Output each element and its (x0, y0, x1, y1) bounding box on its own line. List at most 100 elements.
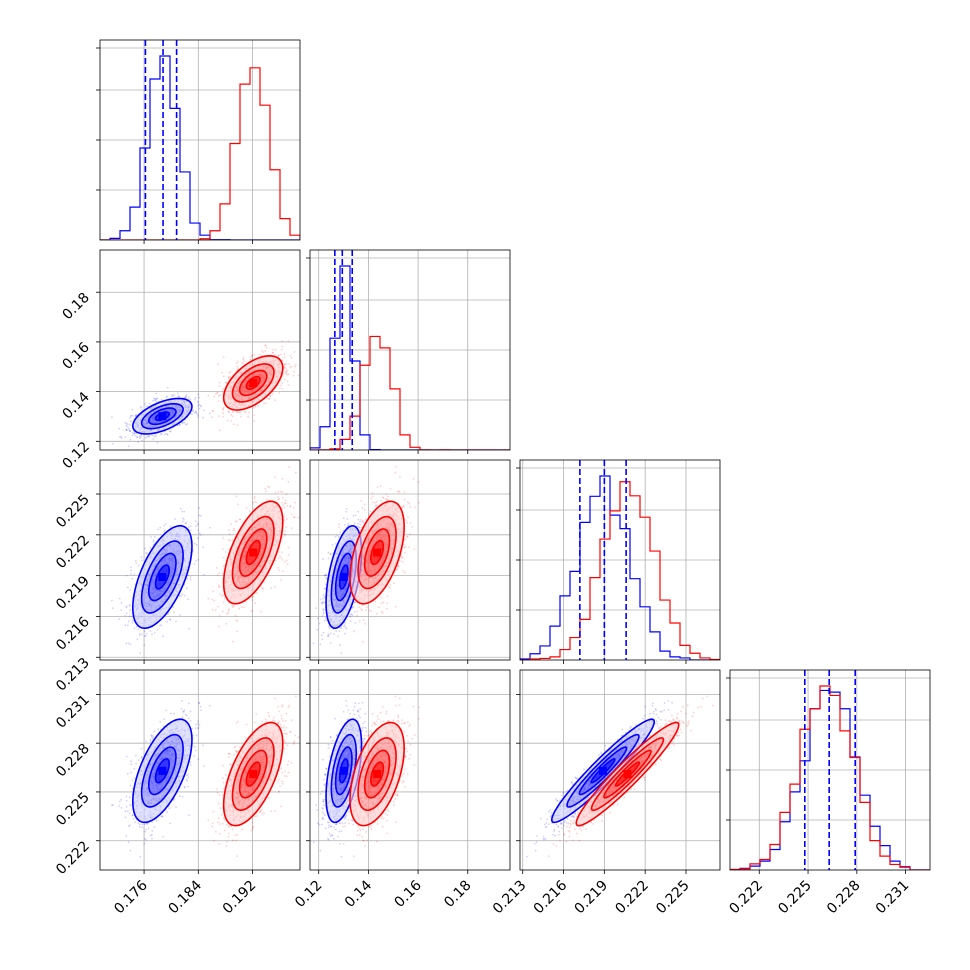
scatter-point (197, 414, 200, 417)
scatter-point (349, 620, 352, 623)
scatter-point (268, 397, 271, 400)
scatter-point (252, 595, 255, 598)
scatter-point (183, 594, 186, 597)
scatter-point (221, 595, 223, 597)
scatter-point (284, 363, 286, 365)
scatter-point (213, 395, 216, 398)
scatter-point (250, 610, 253, 613)
scatter-point (183, 421, 186, 424)
scatter-point (154, 399, 157, 401)
scatter-point (199, 404, 202, 407)
scatter-point (189, 525, 192, 527)
scatter-point (266, 498, 268, 501)
scatter-point (155, 400, 158, 403)
scatter-point (179, 507, 182, 510)
scatter-point (277, 498, 280, 501)
scatter-point (125, 428, 128, 431)
scatter-point (124, 436, 127, 439)
scatter-point (251, 355, 254, 357)
scatter-point (236, 620, 239, 623)
scatter-point (280, 579, 282, 581)
histogram-red (730, 685, 930, 870)
scatter-point (138, 634, 141, 637)
scatter-point (159, 624, 161, 627)
scatter-point (216, 391, 219, 394)
scatter-point (234, 614, 237, 617)
scatter-point (183, 518, 185, 521)
scatter-point (287, 480, 290, 483)
scatter-point (322, 558, 324, 560)
scatter-point (277, 567, 279, 569)
scatter-point (293, 351, 296, 353)
scatter-point (182, 517, 184, 519)
scatter-point (286, 518, 288, 520)
scatter-point (249, 358, 252, 361)
scatter-point (292, 374, 295, 377)
scatter-point (262, 351, 264, 354)
scatter-point (281, 382, 283, 384)
scatter-point (287, 373, 290, 376)
scatter-point (127, 642, 130, 645)
scatter-point (280, 557, 282, 559)
scatter-point (112, 442, 114, 445)
scatter-point (136, 638, 139, 641)
scatter-point (221, 371, 223, 374)
scatter-point (285, 526, 288, 528)
scatter-point (264, 350, 267, 352)
scatter-point (222, 356, 225, 358)
scatter-point (266, 397, 269, 400)
scatter-point (235, 520, 238, 523)
axes-frame (309, 249, 511, 451)
scatter-point (290, 357, 293, 359)
scatter-point (195, 411, 198, 414)
scatter-point (236, 424, 239, 427)
scatter-point (188, 627, 191, 630)
scatter-point (223, 597, 226, 600)
scatter-point (144, 635, 147, 637)
scatter-point (294, 471, 297, 474)
scatter-point (145, 632, 148, 635)
scatter-point (133, 432, 136, 435)
scatter-point (288, 363, 290, 365)
scatter-point (239, 518, 242, 520)
histogram-panel-p1 (306, 249, 511, 454)
scatter-point (134, 434, 137, 437)
scatter-point (155, 398, 158, 400)
scatter-point (282, 373, 285, 376)
scatter-point (154, 398, 157, 400)
scatter-point (281, 345, 284, 348)
scatter-point (160, 398, 163, 401)
scatter-point (227, 419, 229, 422)
scatter-point (322, 611, 325, 613)
scatter-point (145, 405, 148, 408)
scatter-point (130, 569, 132, 572)
scatter-point (265, 346, 268, 349)
scatter-point (197, 559, 200, 561)
scatter-point (156, 628, 159, 631)
scatter-point (282, 497, 284, 499)
scatter-point (251, 599, 254, 602)
scatter-point (230, 523, 233, 526)
histogram-panel-p2 (516, 459, 721, 664)
scatter-point (192, 409, 194, 412)
scatter-point (217, 586, 220, 588)
scatter-point (134, 415, 137, 418)
scatter-point (168, 430, 171, 433)
scatter-point (165, 523, 168, 525)
scatter-point (283, 519, 286, 521)
scatter-point (184, 396, 187, 398)
scatter-point (283, 506, 286, 509)
scatter-point (195, 560, 197, 562)
scatter-point (126, 423, 129, 426)
scatter-point (218, 625, 220, 628)
scatter-point (193, 398, 196, 401)
scatter-point (219, 394, 222, 397)
scatter-point (257, 404, 259, 407)
scatter-point (128, 604, 131, 606)
scatter-point (185, 395, 188, 398)
scatter-point (218, 385, 221, 388)
scatter-point (288, 466, 290, 468)
histogram-panel-p0 (96, 39, 301, 244)
scatter-point (153, 435, 156, 438)
